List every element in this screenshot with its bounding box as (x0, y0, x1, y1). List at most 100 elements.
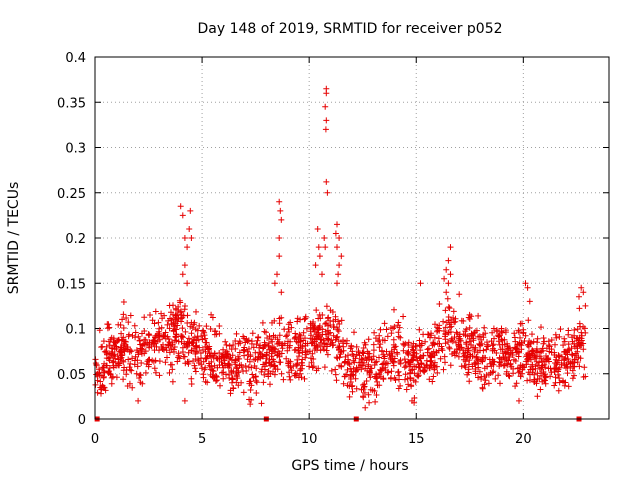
data-point (553, 334, 560, 341)
data-point (187, 323, 194, 330)
data-point (539, 378, 546, 385)
data-point (262, 341, 269, 348)
data-point (338, 317, 345, 324)
x-tick-label: 10 (301, 432, 318, 447)
data-point (391, 323, 398, 330)
data-point (133, 347, 140, 354)
data-point (153, 332, 160, 339)
data-point (546, 348, 553, 355)
data-point (445, 280, 452, 287)
data-point (327, 340, 334, 347)
data-point (464, 345, 471, 352)
data-point (251, 356, 257, 363)
data-point (571, 327, 578, 333)
data-point (235, 369, 242, 376)
data-point (295, 374, 302, 381)
data-point (578, 342, 585, 349)
data-point (145, 363, 152, 370)
data-point (258, 368, 265, 375)
data-point (580, 346, 587, 353)
data-point (367, 386, 374, 393)
data-point (246, 345, 252, 352)
data-point (100, 338, 107, 345)
data-point (443, 266, 450, 273)
data-point (441, 353, 448, 360)
data-point (466, 378, 473, 385)
data-point (446, 345, 453, 352)
data-point (478, 336, 485, 343)
data-point (360, 386, 367, 393)
data-point (99, 382, 106, 389)
data-point (402, 371, 409, 378)
data-point (128, 367, 135, 374)
data-point (472, 344, 479, 351)
data-point (146, 344, 153, 351)
data-point (334, 244, 340, 251)
data-point (551, 369, 558, 375)
data-point (265, 342, 272, 349)
data-point (334, 326, 341, 333)
data-point (285, 321, 292, 328)
data-point (265, 359, 272, 366)
data-point (379, 347, 385, 354)
data-point (104, 325, 111, 332)
data-point (495, 372, 502, 379)
data-point (574, 359, 581, 366)
data-point (388, 330, 395, 337)
data-point (451, 334, 458, 341)
data-point (183, 344, 190, 350)
data-point (517, 362, 524, 369)
data-point (475, 333, 482, 340)
data-point (476, 341, 483, 348)
data-point (200, 371, 207, 378)
data-point (448, 319, 454, 326)
data-point (309, 364, 316, 371)
data-point (431, 366, 438, 373)
data-point (306, 348, 313, 355)
data-point (316, 253, 323, 260)
data-point (381, 320, 388, 327)
data-point (335, 328, 342, 335)
data-point (286, 344, 293, 351)
data-point (162, 329, 169, 336)
data-point (565, 359, 572, 365)
data-point (573, 335, 580, 342)
data-point (564, 370, 571, 377)
data-point (151, 320, 158, 327)
data-point (353, 385, 360, 392)
data-point (405, 339, 412, 346)
data-point (577, 355, 584, 362)
data-point (325, 314, 332, 321)
data-point (112, 339, 119, 346)
data-point (226, 375, 233, 381)
data-point (466, 324, 473, 331)
data-point (155, 319, 162, 326)
data-point (151, 347, 158, 354)
data-point (110, 358, 117, 365)
data-point (380, 365, 387, 372)
data-point (380, 375, 387, 382)
data-point (562, 379, 569, 386)
data-point (227, 354, 234, 361)
data-point (206, 343, 213, 350)
data-point (276, 320, 283, 327)
data-point (247, 401, 254, 408)
data-point (540, 340, 547, 347)
data-point (417, 353, 424, 360)
data-point (507, 347, 514, 354)
data-point (555, 357, 562, 364)
data-point (222, 338, 229, 345)
data-point (311, 347, 318, 353)
data-point (323, 117, 330, 124)
data-point (462, 328, 469, 335)
data-point (538, 324, 544, 331)
data-point (299, 349, 306, 356)
data-point (200, 358, 207, 365)
data-point (195, 356, 201, 363)
data-point (417, 347, 424, 354)
data-point (345, 352, 351, 359)
data-point (199, 327, 206, 334)
data-point (407, 369, 414, 376)
data-point (479, 385, 486, 392)
data-point (409, 357, 416, 364)
